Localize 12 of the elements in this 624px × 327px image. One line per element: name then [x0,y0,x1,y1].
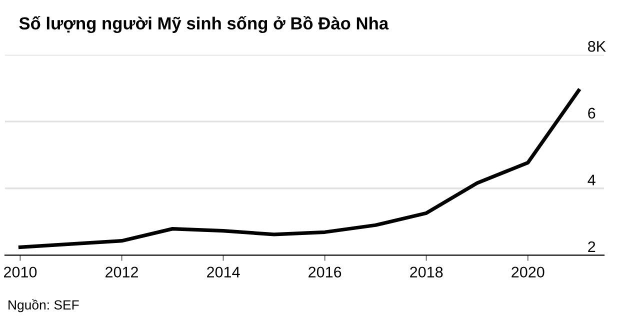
x-tick-label: 2016 [308,266,342,278]
text: Nguồn: SEF [8,299,79,312]
x-tick-label: 2010 [4,266,37,278]
x-tick-label: 2012 [106,266,138,278]
y-tick-label: 2 [588,241,596,252]
y-tick-label: 8K [588,40,606,52]
x-tick-label: 2018 [410,266,443,278]
x-tick-label: 2020 [512,266,544,278]
y-tick-label: 6 [588,108,596,119]
y-tick-label: 4 [588,174,596,186]
x-tick-label: 2014 [207,266,240,278]
chart-title: Số lượng người Mỹ sinh sống ở Bồ Đào Nha [19,16,389,34]
